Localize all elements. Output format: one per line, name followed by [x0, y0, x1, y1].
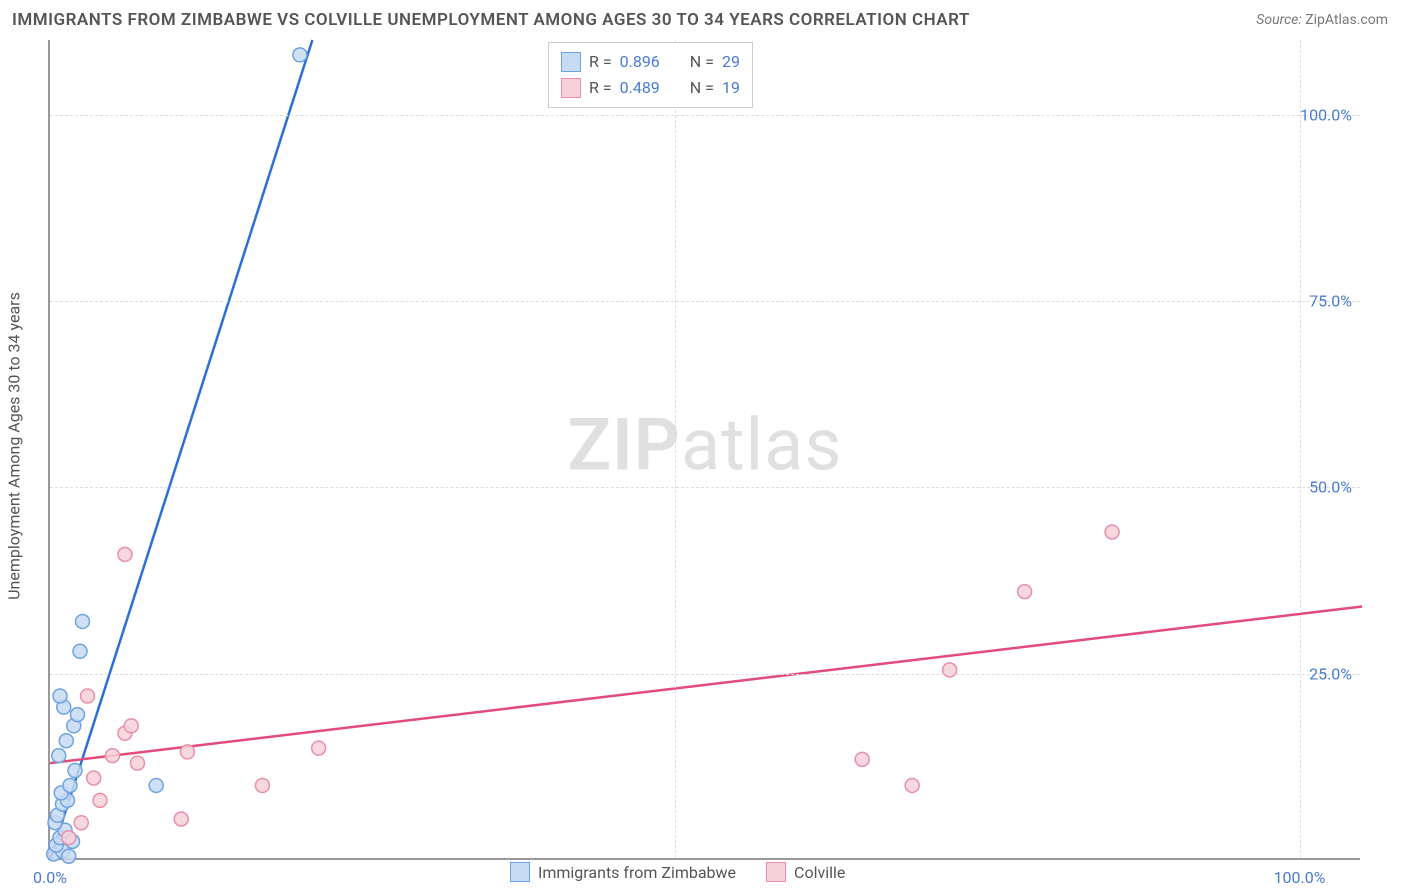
gridline-v — [1300, 40, 1301, 858]
legend-item: Colville — [766, 862, 845, 882]
data-point — [1018, 585, 1032, 599]
y-axis-title: Unemployment Among Ages 30 to 34 years — [5, 138, 24, 446]
data-point — [93, 793, 107, 807]
correlation-legend: R = 0.896 N = 29 R = 0.489 N = 19 — [548, 42, 753, 108]
y-tick-label: 50.0% — [1309, 478, 1352, 497]
gridline-h — [50, 487, 1360, 488]
r-value: 0.896 — [620, 49, 660, 75]
source-value: ZipAtlas.com — [1305, 12, 1388, 28]
legend-label: Immigrants from Zimbabwe — [538, 863, 736, 882]
chart-title: IMMIGRANTS FROM ZIMBABWE VS COLVILLE UNE… — [12, 10, 970, 30]
r-label: R = — [589, 49, 612, 75]
legend-label: Colville — [794, 863, 845, 882]
data-point — [74, 816, 88, 830]
data-point — [255, 778, 269, 792]
data-point — [52, 749, 66, 763]
plot-svg — [50, 40, 1360, 858]
series-legend: Immigrants from Zimbabwe Colville — [510, 862, 845, 882]
plot-area: ZIPatlas 25.0%50.0%75.0%100.0%0.0%100.0% — [48, 40, 1360, 860]
n-label: N = — [690, 75, 714, 101]
data-point — [73, 644, 87, 658]
n-value: 19 — [722, 75, 740, 101]
legend-swatch — [561, 52, 581, 72]
legend-row: R = 0.896 N = 29 — [561, 49, 740, 75]
r-label: R = — [589, 75, 612, 101]
data-point — [180, 745, 194, 759]
data-point — [943, 663, 957, 677]
data-point — [105, 749, 119, 763]
data-point — [118, 547, 132, 561]
data-point — [63, 778, 77, 792]
legend-item: Immigrants from Zimbabwe — [510, 862, 736, 882]
data-point — [62, 849, 76, 863]
data-point — [80, 689, 94, 703]
y-tick-label: 75.0% — [1309, 291, 1352, 310]
gridline-h — [50, 301, 1360, 302]
data-point — [59, 734, 73, 748]
source-attribution: Source: ZipAtlas.com — [1256, 12, 1388, 28]
legend-swatch — [561, 78, 581, 98]
legend-swatch — [766, 862, 786, 882]
data-point — [130, 756, 144, 770]
data-point — [1105, 525, 1119, 539]
n-value: 29 — [722, 49, 740, 75]
n-label: N = — [690, 49, 714, 75]
data-point — [293, 48, 307, 62]
y-tick-label: 25.0% — [1309, 664, 1352, 683]
gridline-h — [50, 115, 1360, 116]
data-point — [905, 778, 919, 792]
x-tick-label: 0.0% — [33, 868, 67, 887]
data-point — [124, 719, 138, 733]
data-point — [174, 812, 188, 826]
gridline-v — [675, 40, 676, 858]
gridline-h — [50, 674, 1360, 675]
data-point — [70, 708, 84, 722]
source-label: Source: — [1256, 12, 1301, 28]
legend-row: R = 0.489 N = 19 — [561, 75, 740, 101]
x-tick-label: 100.0% — [1274, 868, 1326, 887]
data-point — [149, 778, 163, 792]
data-point — [855, 752, 869, 766]
data-point — [312, 741, 326, 755]
r-value: 0.489 — [620, 75, 660, 101]
data-point — [75, 614, 89, 628]
data-point — [62, 831, 76, 845]
y-tick-label: 100.0% — [1300, 105, 1352, 124]
legend-swatch — [510, 862, 530, 882]
data-point — [53, 689, 67, 703]
data-point — [87, 771, 101, 785]
data-point — [68, 764, 82, 778]
trend-line — [50, 607, 1362, 764]
